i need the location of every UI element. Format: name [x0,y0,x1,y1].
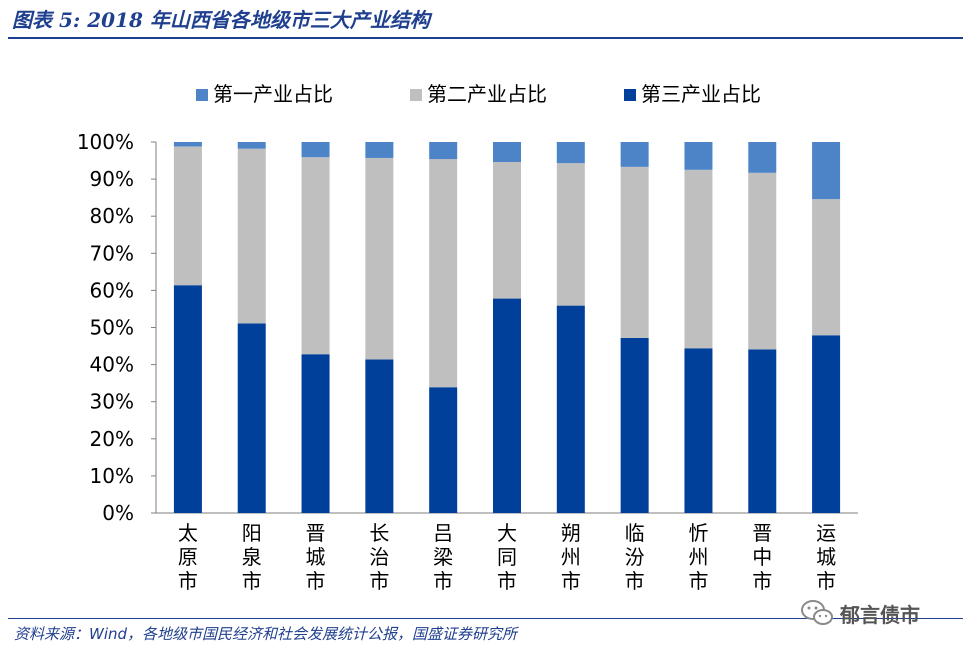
bar-segment-tertiary [493,298,521,513]
y-tick-label: 20% [90,427,134,451]
title-divider [8,37,963,39]
bar-segment-primary [173,142,202,147]
watermark: 郁言债市 [800,596,920,630]
bar-segment-primary [620,142,649,167]
bar-segment-secondary [493,162,521,299]
bar-segment-tertiary [237,323,266,513]
bar-segment-secondary [365,157,394,360]
x-tick-label: 长治市 [369,521,389,593]
wechat-icon [801,600,833,625]
chart-title: 图表 5: 2018 年山西省各地级市三大产业结构 [12,8,430,32]
bar-segment-secondary [748,172,777,350]
bar-segment-tertiary [748,349,777,513]
bar-segment-secondary [684,169,713,349]
x-tick-label: 临汾市 [625,521,645,593]
y-tick-label: 60% [90,278,134,302]
bar-segment-secondary [556,163,585,306]
y-tick-label: 90% [90,167,134,191]
bar-segment-primary [365,142,394,158]
y-tick-label: 10% [90,464,134,488]
x-tick-label: 阳泉市 [242,521,262,593]
bar-segment-tertiary [301,354,330,513]
bar-segment-secondary [301,157,330,355]
bar-segment-tertiary [365,359,394,513]
legend-label: 第一产业占比 [213,82,333,106]
bar-segment-primary [429,142,458,160]
bar-segment-tertiary [812,335,841,513]
x-tick-label: 朔州市 [561,521,581,593]
bar-segment-primary [748,142,777,173]
source-divider [8,618,963,619]
y-tick-label: 100% [77,130,134,154]
x-tick-label: 大同市 [497,521,517,593]
legend-swatch [624,89,636,101]
bar-segment-tertiary [429,387,458,513]
y-tick-label: 30% [90,390,134,414]
bar-segment-tertiary [684,348,713,513]
legend-label: 第三产业占比 [641,82,761,106]
legend-label: 第二产业占比 [427,82,547,106]
bar-segment-tertiary [620,337,649,513]
y-tick-label: 0% [102,501,134,525]
stacked-bar-chart: 0% 10% 20% 30% 40% 50% 60% 70% 80% 90% 100% 太原市 阳泉市 晋… [77,82,858,593]
bar-segment-tertiary [173,285,202,513]
bar-segment-secondary [620,166,649,338]
legend-swatch [410,89,422,101]
x-tick-label: 晋中市 [752,521,772,593]
y-tick-label: 40% [90,353,134,377]
x-tick-label: 运城市 [816,521,836,593]
y-tick-label: 50% [90,316,134,340]
x-tick-label: 忻州市 [688,521,708,593]
bar-segment-tertiary [556,305,585,513]
x-tick-label: 太原市 [178,521,198,593]
bar-segment-secondary [812,199,841,336]
bar-segment-primary [237,142,266,149]
bar-segment-primary [556,142,585,164]
bar-segment-primary [493,142,521,163]
bar-segment-primary [812,142,841,200]
watermark-text: 郁言债市 [840,602,920,627]
x-tick-label: 吕梁市 [433,521,453,593]
bar-segment-secondary [429,159,458,388]
bar-segment-primary [684,142,713,170]
y-tick-label: 80% [90,204,134,228]
source-note: 资料来源：Wind，各地级市国民经济和社会发展统计公报，国盛证券研究所 [14,625,518,643]
x-tick-label: 晋城市 [306,521,326,593]
y-tick-label: 70% [90,241,134,265]
bar-segment-secondary [173,146,202,286]
bar-segment-secondary [237,148,266,324]
bar-segment-primary [301,142,330,158]
legend-swatch [196,89,208,101]
